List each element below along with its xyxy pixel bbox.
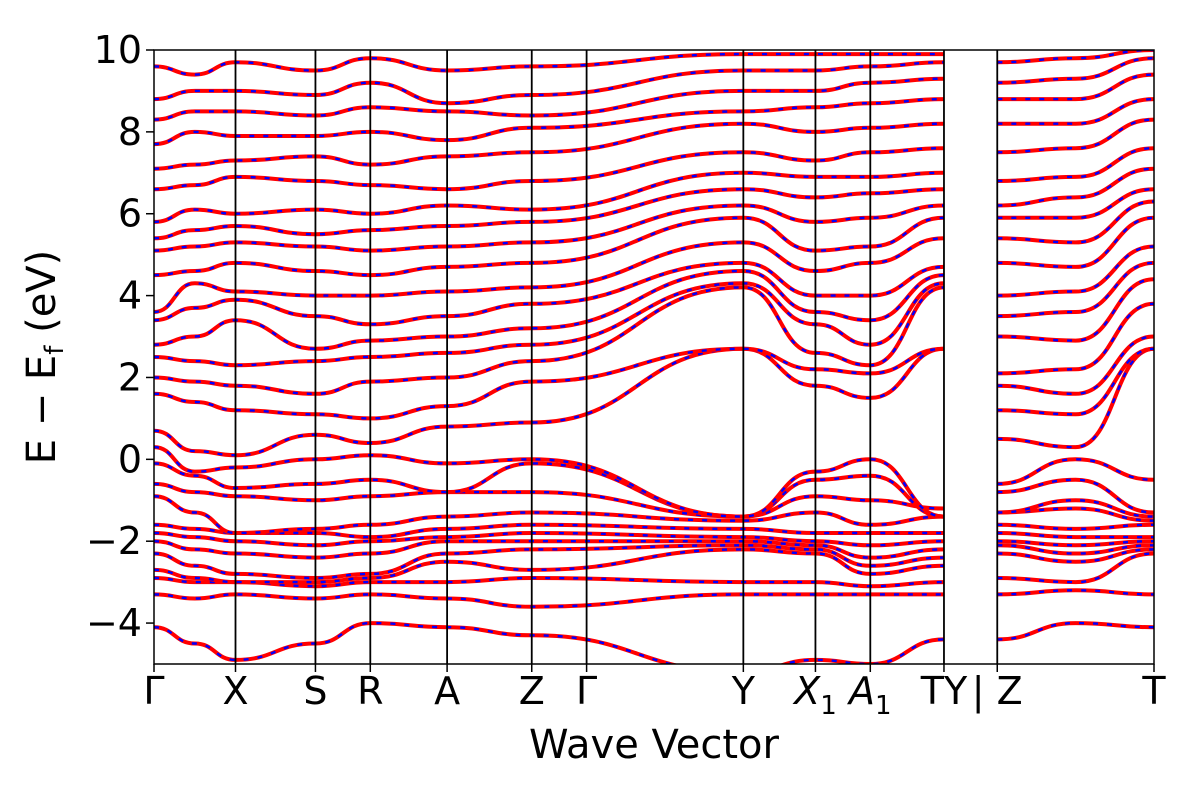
- y-tick-label: 8: [118, 110, 142, 154]
- high-symmetry-lines-group: [234, 50, 999, 664]
- band-line-16-0: [154, 268, 945, 351]
- x-tick-label: TY: [920, 669, 968, 713]
- band-line-0-0: [154, 621, 945, 664]
- band-line-27-1: [997, 56, 1154, 85]
- x-tick-label: Y: [731, 669, 756, 713]
- x-tick-label: X: [222, 669, 248, 713]
- x-tick-label: Z: [519, 669, 545, 713]
- x-tick-label: T: [1141, 669, 1166, 713]
- x-tick-label: S: [303, 669, 327, 713]
- band-line-dashed-15-0: [154, 282, 945, 367]
- band-line-27-0: [154, 60, 945, 106]
- band-line-dashed-16-0: [154, 269, 945, 351]
- band-line-dashed-1-1: [997, 589, 1154, 596]
- y-tick-label: 10: [94, 28, 142, 72]
- band-line-dashed-26-0: [154, 77, 945, 121]
- y-tick-label: 4: [118, 274, 142, 318]
- band-line-dashed-7-1: [997, 523, 1154, 531]
- y-tick-label: 6: [118, 192, 142, 236]
- band-line-11-0: [154, 445, 945, 519]
- x-tick-label: Γ: [143, 669, 164, 713]
- band-line-dashed-12-1: [997, 347, 1154, 449]
- band-line-1-0: [154, 592, 944, 609]
- band-line-3-1: [997, 547, 1154, 564]
- y-tick-label: 2: [118, 355, 142, 399]
- y-tick-label: −4: [86, 601, 142, 645]
- band-line-dashed-0-0: [154, 621, 945, 664]
- band-line-dashed-28-1: [997, 50, 1154, 64]
- band-line-dashed-6-1: [997, 531, 1154, 539]
- band-line-dashed-20-1: [997, 200, 1154, 244]
- y-tick-label: 0: [118, 437, 142, 481]
- y-axis-ticks: −4 −2 0 2 4 6 8 10: [86, 28, 154, 645]
- band-line-dashed-25-1: [997, 97, 1154, 125]
- band-line-dashed-17-1: [997, 261, 1154, 318]
- x-tick-label: | Z: [972, 669, 1023, 714]
- band-line-dashed-16-1: [997, 278, 1154, 342]
- x-tick-label: X1: [792, 669, 837, 721]
- band-line-4-0: [154, 543, 945, 581]
- band-line-dashed-21-1: [997, 188, 1154, 220]
- band-line-20-1: [997, 199, 1154, 245]
- band-line-7-1: [997, 522, 1154, 531]
- band-line-dashed-24-0: [154, 122, 945, 170]
- band-line-dashed-26-1: [997, 73, 1154, 101]
- band-line-2-1: [997, 551, 1154, 585]
- band-line-dashed-3-0: [154, 548, 945, 584]
- band-line-dashed-13-1: [997, 347, 1154, 416]
- x-axis-label: Wave Vector: [529, 722, 780, 768]
- band-line-dashed-21-0: [154, 187, 945, 240]
- band-line-dashed-8-0: [154, 495, 945, 535]
- band-line-23-0: [154, 146, 945, 192]
- y-axis-label: E − Ef (eV): [19, 250, 70, 465]
- band-line-13-1: [997, 346, 1154, 417]
- x-tick-label: Γ: [576, 669, 597, 713]
- band-line-23-1: [997, 146, 1154, 183]
- y-tick-label: −2: [86, 519, 142, 563]
- band-line-dashed-23-0: [154, 147, 945, 191]
- band-line-9-1: [997, 498, 1154, 519]
- band-line-10-1: [997, 477, 1154, 515]
- band-line-25-0: [154, 97, 945, 147]
- band-line-0-1: [997, 621, 1154, 642]
- plot-frame: [153, 49, 1155, 665]
- band-line-dashed-2-0: [154, 576, 945, 588]
- band-line-19-0: [154, 215, 945, 278]
- band-line-11-1: [997, 457, 1154, 486]
- band-line-dashed-19-1: [997, 216, 1154, 269]
- band-line-26-0: [154, 76, 945, 122]
- band-line-1-1: [997, 588, 1154, 597]
- band-line-dashed-18-1: [997, 245, 1154, 297]
- band-line-dashed-27-0: [154, 61, 945, 105]
- x-tick-label: R: [357, 669, 383, 713]
- band-line-6-1: [997, 531, 1154, 540]
- band-line-dashed-5-1: [997, 540, 1154, 547]
- band-line-5-1: [997, 539, 1154, 548]
- band-line-24-1: [997, 117, 1154, 155]
- band-line-8-0: [154, 494, 945, 536]
- band-line-dashed-13-0: [154, 347, 945, 420]
- band-lines-group: [154, 50, 1154, 664]
- band-line-dashed-7-0: [154, 523, 944, 539]
- band-line-dashed-15-1: [997, 302, 1154, 375]
- x-tick-label: A: [434, 669, 460, 713]
- band-line-dashed-6-0: [154, 531, 945, 547]
- band-line-dashed-11-0: [154, 445, 945, 518]
- band-line-dashed-1-0: [154, 593, 944, 608]
- band-line-dashed-14-1: [997, 335, 1154, 396]
- band-line-25-1: [997, 97, 1154, 126]
- x-tick-label: A1: [846, 669, 892, 721]
- band-line-4-1: [997, 543, 1154, 556]
- band-line-22-1: [997, 166, 1154, 208]
